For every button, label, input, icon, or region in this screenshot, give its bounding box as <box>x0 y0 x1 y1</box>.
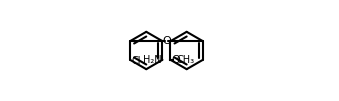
Text: O: O <box>172 55 180 65</box>
Text: O: O <box>162 36 171 46</box>
Text: H₂N: H₂N <box>143 55 161 65</box>
Text: Cl: Cl <box>131 56 141 66</box>
Text: CH₃: CH₃ <box>176 55 194 65</box>
